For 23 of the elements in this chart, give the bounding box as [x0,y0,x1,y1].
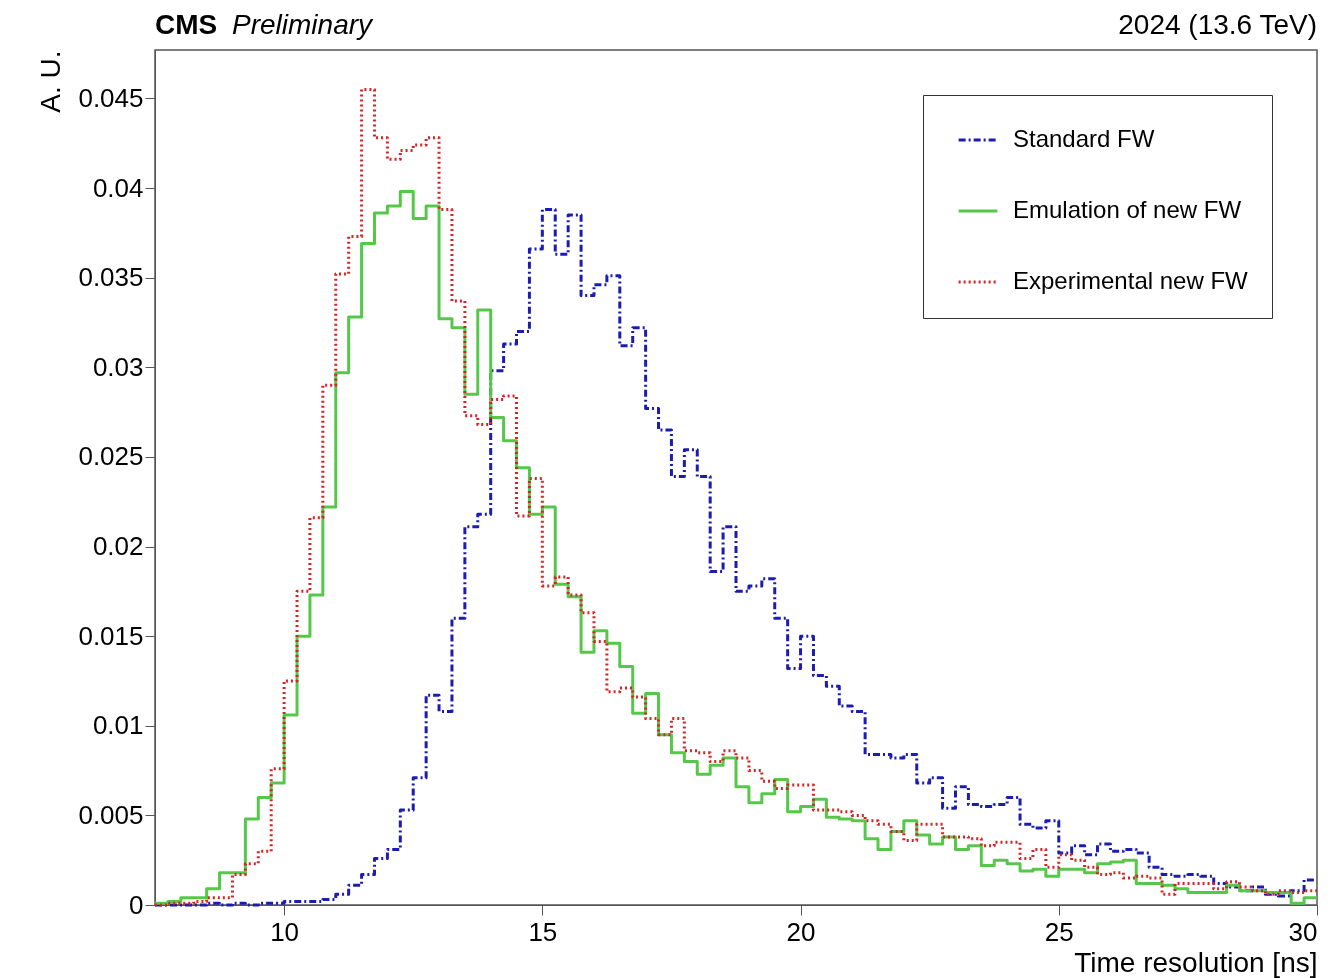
y-tick-label: 0.035 [78,262,144,293]
y-tick-label: 0.025 [78,441,144,472]
y-tick-label: 0.04 [92,172,144,203]
y-tick-label: 0.03 [92,351,144,382]
chart-title: CMS [155,9,218,40]
legend-label: Standard FW [1013,125,1155,152]
x-tick-label: 25 [1044,916,1074,947]
legend-label: Experimental new FW [1013,267,1249,294]
y-tick-label: 0.01 [92,710,144,741]
x-axis-title: Time resolution [ns] [1074,946,1318,978]
y-tick-label: 0.005 [78,799,144,830]
y-axis-title: A. U. [35,50,67,113]
x-tick-label: 10 [270,916,300,947]
y-tick-label: 0.045 [78,82,144,113]
y-tick-label: 0 [129,889,144,920]
y-tick-label: 0.015 [78,620,144,651]
text: 2024 (13.6 TeV) [1118,9,1317,40]
y-tick-label: 0.02 [92,531,144,562]
chart-subtitle: Preliminary [232,9,375,40]
x-tick-label: 15 [528,916,558,947]
x-tick-label: 20 [786,916,816,947]
legend-label: Emulation of new FW [1013,196,1242,223]
x-tick-label: 30 [1288,916,1318,947]
